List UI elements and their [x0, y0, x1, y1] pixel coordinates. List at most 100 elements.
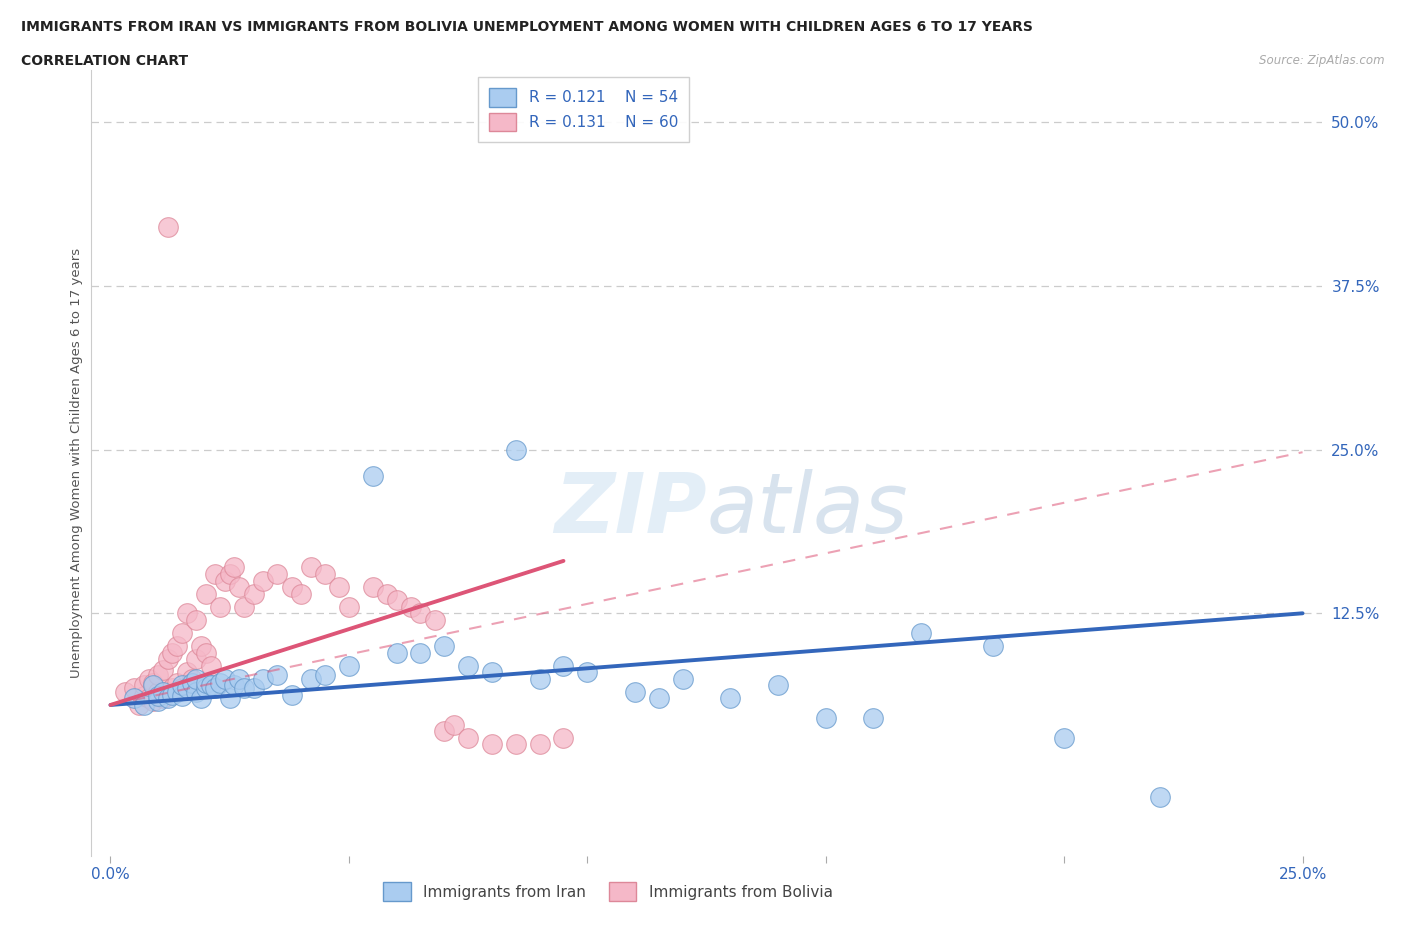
Point — [204, 681, 226, 696]
Point — [314, 668, 336, 683]
Point — [186, 652, 208, 667]
Point — [162, 681, 184, 696]
Point — [505, 442, 527, 457]
Point — [194, 681, 217, 696]
Point — [190, 639, 212, 654]
Point — [280, 687, 302, 702]
Point — [299, 560, 322, 575]
Point — [457, 730, 479, 745]
Point — [176, 681, 198, 696]
Point — [337, 599, 360, 614]
Point — [457, 658, 479, 673]
Point — [186, 684, 208, 699]
Point — [529, 737, 551, 751]
Point — [910, 626, 932, 641]
Point — [505, 737, 527, 751]
Point — [423, 613, 446, 628]
Point — [209, 675, 232, 690]
Point — [280, 579, 302, 594]
Point — [200, 678, 222, 693]
Point — [228, 671, 250, 686]
Point — [228, 579, 250, 594]
Point — [529, 671, 551, 686]
Point — [138, 671, 160, 686]
Point — [981, 639, 1004, 654]
Point — [337, 658, 360, 673]
Point — [252, 573, 274, 588]
Point — [766, 678, 789, 693]
Point — [156, 219, 179, 234]
Point — [814, 711, 837, 725]
Point — [152, 662, 174, 677]
Point — [624, 684, 647, 699]
Point — [209, 599, 232, 614]
Point — [114, 684, 136, 699]
Point — [314, 566, 336, 581]
Point — [399, 599, 422, 614]
Point — [180, 675, 202, 690]
Point — [146, 694, 169, 709]
Point — [576, 665, 599, 680]
Point — [385, 592, 408, 607]
Point — [214, 573, 236, 588]
Point — [170, 688, 193, 703]
Point — [266, 668, 288, 683]
Text: ZIP: ZIP — [554, 470, 706, 551]
Point — [409, 645, 432, 660]
Point — [166, 639, 188, 654]
Point — [553, 658, 575, 673]
Point — [152, 684, 174, 699]
Point — [146, 684, 169, 699]
Point — [328, 579, 350, 594]
Point — [132, 678, 155, 693]
Point — [132, 688, 155, 703]
Point — [186, 671, 208, 686]
Point — [290, 586, 312, 601]
Point — [176, 665, 198, 680]
Point — [862, 711, 884, 725]
Point — [194, 675, 217, 690]
Point — [433, 724, 456, 738]
Point — [361, 579, 384, 594]
Point — [142, 678, 165, 693]
Point — [1053, 730, 1076, 745]
Point — [443, 717, 465, 732]
Point — [252, 671, 274, 686]
Point — [553, 730, 575, 745]
Text: atlas: atlas — [706, 470, 908, 551]
Point — [409, 605, 432, 620]
Text: CORRELATION CHART: CORRELATION CHART — [21, 54, 188, 68]
Point — [648, 691, 671, 706]
Point — [433, 639, 456, 654]
Point — [361, 469, 384, 484]
Text: Source: ZipAtlas.com: Source: ZipAtlas.com — [1260, 54, 1385, 67]
Point — [299, 671, 322, 686]
Point — [124, 691, 146, 706]
Point — [242, 586, 264, 601]
Point — [204, 566, 226, 581]
Point — [718, 691, 741, 706]
Point — [156, 691, 179, 706]
Point — [1149, 790, 1171, 804]
Point — [166, 675, 188, 690]
Point — [132, 698, 155, 712]
Point — [176, 605, 198, 620]
Point — [194, 586, 217, 601]
Point — [190, 691, 212, 706]
Point — [218, 566, 240, 581]
Point — [162, 687, 184, 702]
Point — [224, 678, 246, 693]
Point — [233, 681, 256, 696]
Point — [166, 684, 188, 699]
Point — [224, 560, 246, 575]
Point — [481, 737, 503, 751]
Y-axis label: Unemployment Among Women with Children Ages 6 to 17 years: Unemployment Among Women with Children A… — [70, 247, 83, 678]
Legend: Immigrants from Iran, Immigrants from Bolivia: Immigrants from Iran, Immigrants from Bo… — [377, 876, 839, 907]
Point — [194, 645, 217, 660]
Point — [481, 665, 503, 680]
Point — [186, 613, 208, 628]
Point — [170, 681, 193, 696]
Point — [200, 658, 222, 673]
Point — [385, 645, 408, 660]
Point — [672, 671, 695, 686]
